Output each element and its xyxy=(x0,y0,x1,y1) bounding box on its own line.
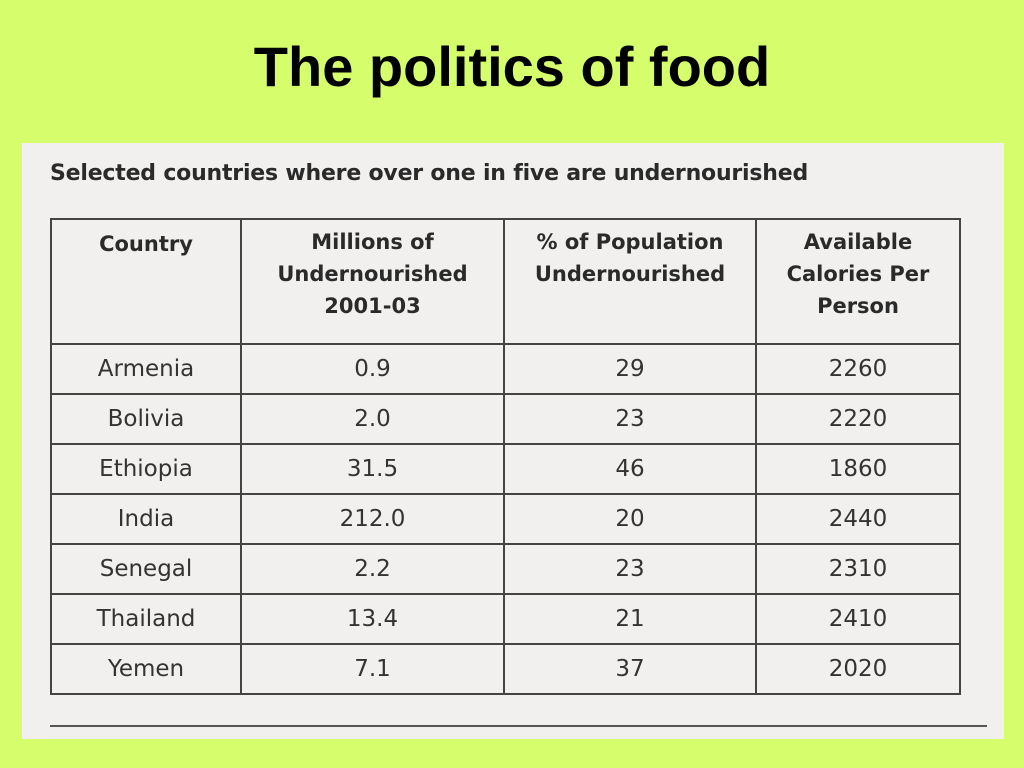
cell-country: India xyxy=(50,493,242,545)
cell-millions: 0.9 xyxy=(240,343,505,395)
header-percent-population: % of Population Undernourished xyxy=(503,218,757,345)
cell-percent: 23 xyxy=(503,393,757,445)
cell-country: Ethiopia xyxy=(50,443,242,495)
table-row: Armenia 0.9 29 2260 xyxy=(50,343,961,395)
header-country: Country xyxy=(50,218,242,345)
slide-title: The politics of food xyxy=(253,35,771,98)
table-row: Yemen 7.1 37 2020 xyxy=(50,643,961,695)
undernourished-table: Country Millions of Undernourished 2001-… xyxy=(50,218,961,695)
cell-millions: 212.0 xyxy=(240,493,505,545)
cell-country: Armenia xyxy=(50,343,242,395)
table-row: Senegal 2.2 23 2310 xyxy=(50,543,961,595)
cell-country: Senegal xyxy=(50,543,242,595)
cell-percent: 23 xyxy=(503,543,757,595)
table-row: India 212.0 20 2440 xyxy=(50,493,961,545)
cell-percent: 21 xyxy=(503,593,757,645)
cell-millions: 7.1 xyxy=(240,643,505,695)
cell-millions: 2.0 xyxy=(240,393,505,445)
table-row: Ethiopia 31.5 46 1860 xyxy=(50,443,961,495)
cell-millions: 13.4 xyxy=(240,593,505,645)
cell-percent: 29 xyxy=(503,343,757,395)
cell-calories: 2020 xyxy=(755,643,961,695)
cell-calories: 2220 xyxy=(755,393,961,445)
cell-millions: 31.5 xyxy=(240,443,505,495)
cell-percent: 20 xyxy=(503,493,757,545)
cell-percent: 46 xyxy=(503,443,757,495)
cell-percent: 37 xyxy=(503,643,757,695)
cell-country: Yemen xyxy=(50,643,242,695)
cell-millions: 2.2 xyxy=(240,543,505,595)
cell-calories: 2310 xyxy=(755,543,961,595)
table-header-row: Country Millions of Undernourished 2001-… xyxy=(50,218,961,345)
bottom-divider xyxy=(50,725,987,727)
table-row: Bolivia 2.0 23 2220 xyxy=(50,393,961,445)
cell-country: Bolivia xyxy=(50,393,242,445)
header-millions-undernourished: Millions of Undernourished 2001-03 xyxy=(240,218,505,345)
cell-calories: 2260 xyxy=(755,343,961,395)
header-calories-per-person: Available Calories Per Person xyxy=(755,218,961,345)
cell-calories: 2410 xyxy=(755,593,961,645)
cell-calories: 1860 xyxy=(755,443,961,495)
table-row: Thailand 13.4 21 2410 xyxy=(50,593,961,645)
cell-country: Thailand xyxy=(50,593,242,645)
table-caption: Selected countries where over one in fiv… xyxy=(50,161,809,186)
cell-calories: 2440 xyxy=(755,493,961,545)
scanned-table-image: Selected countries where over one in fiv… xyxy=(22,143,1004,739)
